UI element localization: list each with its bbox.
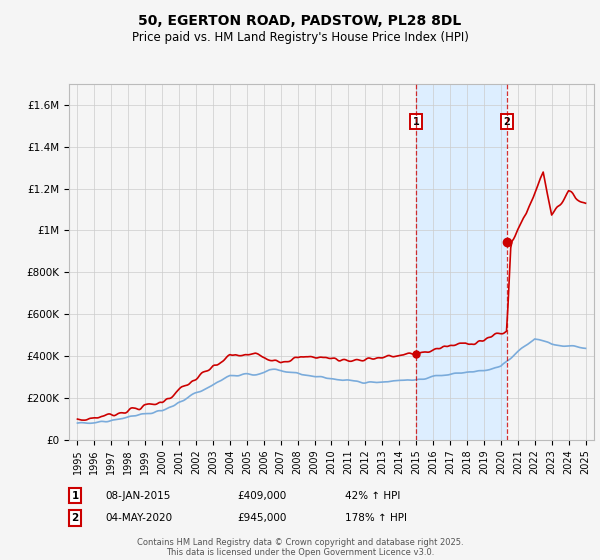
Text: £945,000: £945,000 xyxy=(237,513,286,523)
Text: 2: 2 xyxy=(71,513,79,523)
Text: 1: 1 xyxy=(413,116,419,127)
Text: 178% ↑ HPI: 178% ↑ HPI xyxy=(345,513,407,523)
Text: 04-MAY-2020: 04-MAY-2020 xyxy=(105,513,172,523)
Bar xyxy=(416,84,507,440)
Text: 2: 2 xyxy=(503,116,510,127)
Text: Contains HM Land Registry data © Crown copyright and database right 2025.
This d: Contains HM Land Registry data © Crown c… xyxy=(137,538,463,557)
Text: Price paid vs. HM Land Registry's House Price Index (HPI): Price paid vs. HM Land Registry's House … xyxy=(131,31,469,44)
Text: £409,000: £409,000 xyxy=(237,491,286,501)
Text: 50, EGERTON ROAD, PADSTOW, PL28 8DL: 50, EGERTON ROAD, PADSTOW, PL28 8DL xyxy=(139,14,461,28)
Text: 42% ↑ HPI: 42% ↑ HPI xyxy=(345,491,400,501)
Text: 1: 1 xyxy=(71,491,79,501)
Text: 08-JAN-2015: 08-JAN-2015 xyxy=(105,491,170,501)
